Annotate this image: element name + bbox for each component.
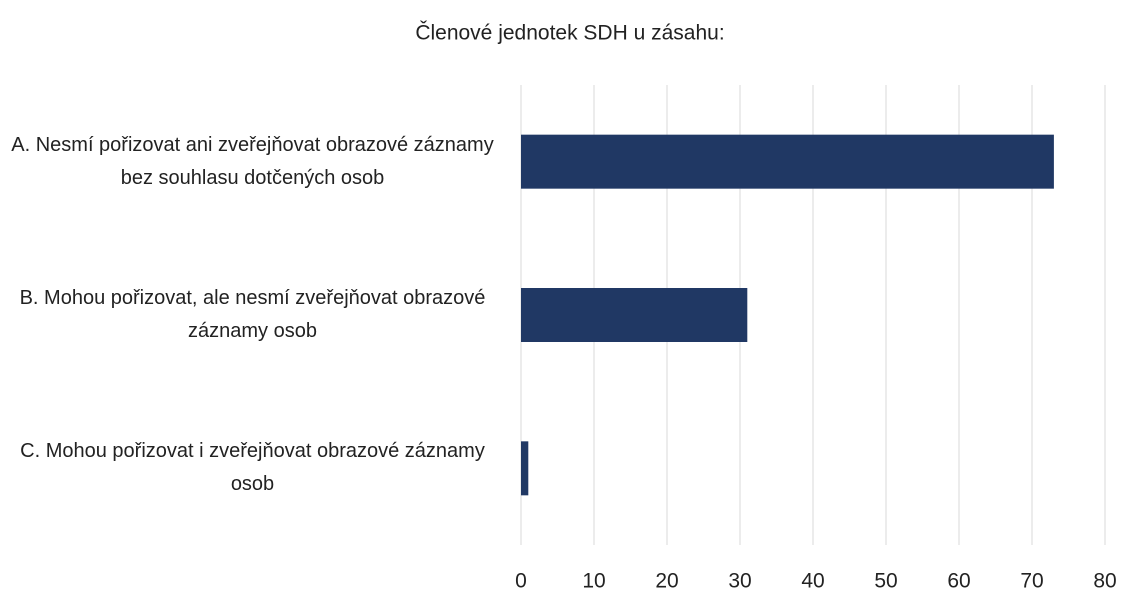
x-tick-label: 0: [515, 570, 527, 592]
x-tick-label: 30: [728, 570, 751, 592]
bar: [521, 288, 748, 342]
x-tick-label: 60: [947, 570, 970, 592]
x-tick-label: 20: [655, 570, 678, 592]
x-tick-label: 70: [1020, 570, 1043, 592]
bar: [521, 441, 529, 496]
chart-title: Členové jednotek SDH u zásahu:: [415, 22, 724, 45]
y-tick-label: A. Nesmí pořizovat ani zveřejňovat obraz…: [11, 133, 494, 189]
y-tick-label: C. Mohou pořizovat i zveřejňovat obrazov…: [20, 440, 485, 496]
x-tick-label: 40: [801, 570, 824, 592]
y-tick-label: B. Mohou pořizovat, ale nesmí zveřejňova…: [19, 287, 486, 342]
x-tick-label: 10: [582, 570, 605, 592]
x-tick-label: 80: [1093, 570, 1116, 592]
x-tick-label: 50: [874, 570, 897, 592]
bar: [521, 134, 1054, 189]
